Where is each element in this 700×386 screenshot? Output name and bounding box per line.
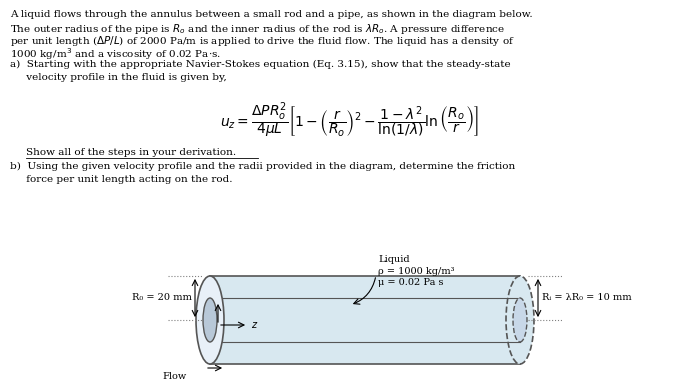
Text: $z$: $z$ — [251, 320, 258, 330]
Text: per unit length ($\Delta P/L$) of 2000 Pa/m is applied to drive the fluid flow. : per unit length ($\Delta P/L$) of 2000 P… — [10, 34, 514, 48]
Ellipse shape — [506, 276, 534, 364]
Text: force per unit length acting on the rod.: force per unit length acting on the rod. — [10, 175, 232, 184]
Text: 1000 kg/m$^3$ and a viscosity of 0.02 Pa$\cdot$s.: 1000 kg/m$^3$ and a viscosity of 0.02 Pa… — [10, 46, 221, 62]
Text: b)  Using the given velocity profile and the radii provided in the diagram, dete: b) Using the given velocity profile and … — [10, 162, 515, 171]
Ellipse shape — [203, 298, 217, 342]
Polygon shape — [210, 276, 520, 364]
Text: Show all of the steps in your derivation.: Show all of the steps in your derivation… — [26, 148, 236, 157]
Ellipse shape — [513, 298, 527, 342]
Text: μ = 0.02 Pa s: μ = 0.02 Pa s — [378, 278, 444, 287]
Text: $u_z = \dfrac{\Delta P R_o^2}{4\mu L}\left[1 - \left(\dfrac{r}{R_o}\right)^2 - \: $u_z = \dfrac{\Delta P R_o^2}{4\mu L}\le… — [220, 100, 480, 140]
Text: Flow: Flow — [162, 372, 186, 381]
Text: $r$: $r$ — [215, 288, 221, 299]
Text: Liquid: Liquid — [378, 255, 409, 264]
Text: A liquid flows through the annulus between a small rod and a pipe, as shown in t: A liquid flows through the annulus betwe… — [10, 10, 533, 19]
Text: ρ = 1000 kg/m³: ρ = 1000 kg/m³ — [378, 267, 454, 276]
Text: a)  Starting with the appropriate Navier-Stokes equation (Eq. 3.15), show that t: a) Starting with the appropriate Navier-… — [10, 60, 510, 69]
Text: velocity profile in the fluid is given by,: velocity profile in the fluid is given b… — [10, 73, 227, 82]
Text: The outer radius of the pipe is $R_o$ and the inner radius of the rod is $\lambd: The outer radius of the pipe is $R_o$ an… — [10, 22, 505, 36]
Text: R₀ = 20 mm: R₀ = 20 mm — [132, 293, 192, 303]
Ellipse shape — [196, 276, 224, 364]
Text: Rᵢ = λR₀ = 10 mm: Rᵢ = λR₀ = 10 mm — [542, 293, 631, 303]
